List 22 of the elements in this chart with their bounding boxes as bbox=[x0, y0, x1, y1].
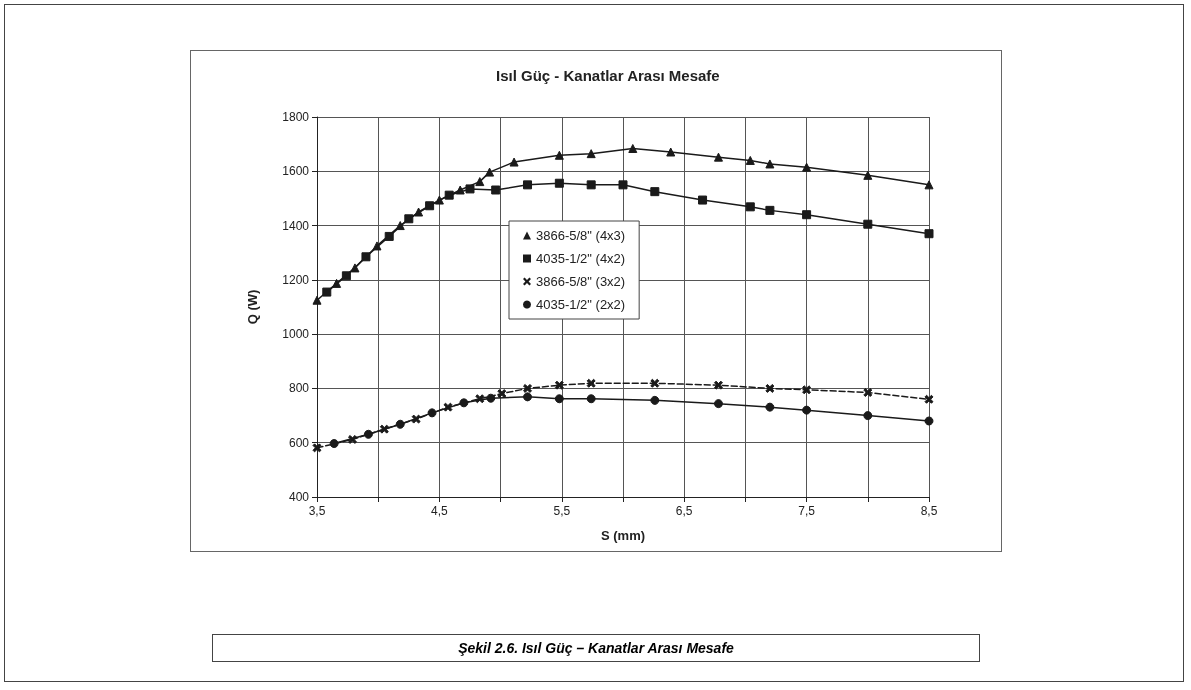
x-tick-label: 6,5 bbox=[675, 504, 693, 518]
x-tick-label: 3,5 bbox=[308, 504, 326, 518]
legend-label: 3866-5/8" (3x2) bbox=[536, 274, 626, 289]
x-tick-label: 8,5 bbox=[920, 504, 938, 518]
x-tick-label: 4,5 bbox=[431, 504, 449, 518]
y-tick-label: 1400 bbox=[282, 218, 310, 233]
y-tick-label: 1800 bbox=[282, 110, 310, 124]
y-axis-title: Q (W) bbox=[245, 289, 260, 325]
y-tick-label: 400 bbox=[288, 490, 310, 504]
legend-label: 4035-1/2" (4x2) bbox=[536, 251, 626, 266]
x-tick-label: 7,5 bbox=[798, 504, 816, 518]
x-tick-label: 5,5 bbox=[553, 504, 571, 518]
x-axis-title: S (mm) bbox=[600, 528, 646, 543]
text: Şekil 2.6. Isıl Güç – Kanatlar Arası Mesafe bbox=[212, 634, 980, 662]
y-tick-label: 1600 bbox=[282, 164, 310, 179]
legend-label: 4035-1/2" (2x2) bbox=[536, 297, 626, 312]
y-tick-label: 600 bbox=[288, 435, 310, 450]
chart-title: Isıl Güç - Kanatlar Arası Mesafe bbox=[496, 67, 720, 84]
legend-label: 3866-5/8" (4x3) bbox=[536, 228, 626, 243]
y-tick-label: 800 bbox=[288, 381, 310, 396]
y-tick-label: 1200 bbox=[282, 272, 310, 287]
y-tick-label: 1000 bbox=[282, 327, 310, 342]
